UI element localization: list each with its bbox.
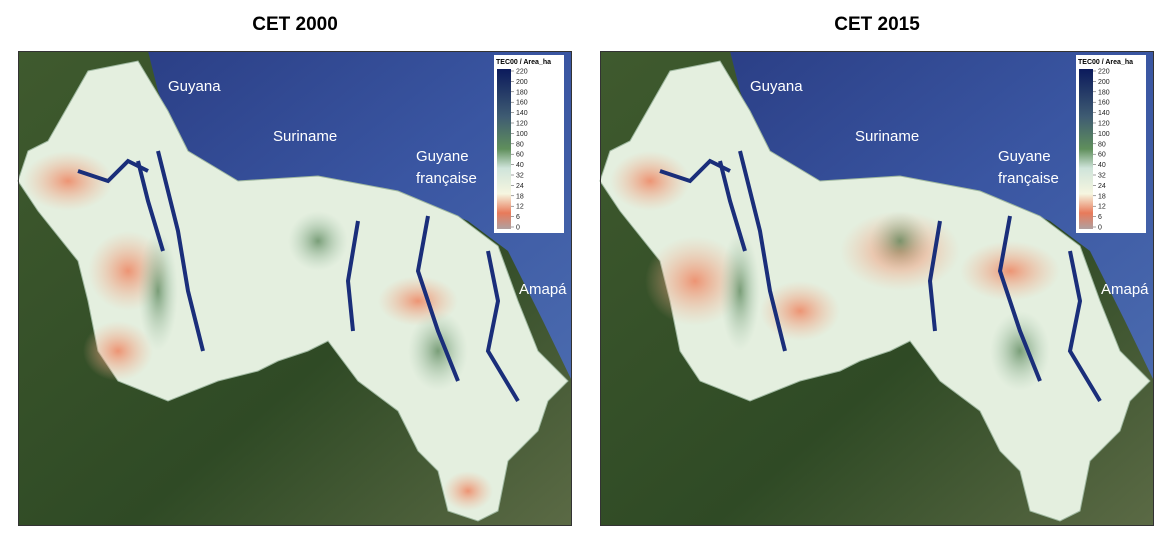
river	[415, 215, 460, 382]
region-label: Guyana	[168, 78, 221, 95]
legend-tick-label: 120	[516, 121, 528, 128]
legend-tick-label: 60	[516, 152, 524, 159]
legend: TEC00 / Area_ha2202001801601401201008060…	[1076, 55, 1146, 233]
hotspot	[760, 281, 840, 341]
legend-tick-label: 60	[1098, 152, 1106, 159]
region-label: Guyana	[750, 78, 803, 95]
river	[485, 250, 520, 403]
region-label: Suriname	[273, 128, 337, 145]
legend-tick-label: 100	[1098, 131, 1110, 138]
legend-tick-label: 0	[516, 225, 520, 232]
panel-title: CET 2000	[252, 14, 338, 35]
region-map	[599, 60, 1151, 522]
legend-tick-label: 180	[516, 89, 528, 96]
legend-tick-label: 6	[1098, 214, 1102, 221]
green-zone	[288, 211, 348, 271]
legend-tick-label: 80	[516, 141, 524, 148]
legend-tick-label: 18	[516, 193, 524, 200]
color-bar	[1079, 69, 1093, 229]
legend-tick-label: 220	[1098, 69, 1110, 76]
hotspot	[83, 321, 153, 381]
region-label: française	[416, 170, 477, 187]
legend-tick-label: 18	[1098, 193, 1106, 200]
legend-tick-label: 12	[516, 204, 524, 211]
legend-tick-label: 160	[1098, 100, 1110, 107]
river	[659, 158, 731, 184]
legend-tick-label: 80	[1098, 141, 1106, 148]
legend-title: TEC00 / Area_ha	[496, 59, 551, 66]
river	[1067, 250, 1102, 403]
legend-tick-label: 24	[516, 183, 524, 190]
panel-title: CET 2015	[834, 14, 920, 35]
hotspot	[443, 471, 493, 511]
region-label: Suriname	[855, 128, 919, 145]
legend-tick-label: 140	[1098, 110, 1110, 117]
legend-tick-label: 140	[516, 110, 528, 117]
panel-border	[600, 51, 1154, 526]
legend-tick-label: 6	[516, 214, 520, 221]
legend-tick-label: 120	[1098, 121, 1110, 128]
legend-tick-label: 32	[516, 173, 524, 180]
legend-tick-label: 220	[516, 69, 528, 76]
legend-tick-label: 12	[1098, 204, 1106, 211]
river	[345, 220, 360, 332]
legend-tick-label: 32	[1098, 173, 1106, 180]
panel-border	[18, 51, 572, 526]
region-label: française	[998, 170, 1059, 187]
river	[927, 220, 942, 332]
legend: TEC00 / Area_ha2202001801601401201008060…	[494, 55, 564, 233]
legend-tick-label: 40	[1098, 162, 1106, 169]
legend-tick-label: 100	[516, 131, 528, 138]
region-label: Amapá	[1101, 281, 1149, 298]
river	[738, 150, 787, 352]
legend-tick-label: 200	[516, 79, 528, 86]
green-zone	[720, 231, 760, 351]
hotspot	[960, 241, 1060, 301]
hotspot	[610, 151, 690, 211]
ocean	[148, 51, 572, 381]
ocean	[730, 51, 1154, 381]
region-label: Amapá	[519, 281, 567, 298]
river	[136, 160, 165, 252]
color-bar	[497, 69, 511, 229]
legend-tick-label: 200	[1098, 79, 1110, 86]
map-panel: Guyana Suriname Guyane française Amapá TEC00 …	[599, 51, 1154, 526]
legend-tick-label: 160	[516, 100, 528, 107]
river	[718, 160, 747, 252]
region-label: Guyane	[998, 148, 1051, 165]
river	[997, 215, 1042, 382]
region-label: Guyane	[416, 148, 469, 165]
green-zone	[870, 211, 930, 271]
legend-tick-label: 24	[1098, 183, 1106, 190]
river	[77, 158, 149, 184]
legend-tick-label: 0	[1098, 225, 1102, 232]
legend-title: TEC00 / Area_ha	[1078, 59, 1133, 66]
hotspot	[645, 236, 745, 326]
legend-tick-label: 180	[1098, 89, 1110, 96]
river	[156, 150, 205, 352]
hotspot	[23, 151, 113, 211]
map-panel: Guyana Suriname Guyane française Amapá TEC00 …	[17, 51, 572, 526]
green-zone	[138, 231, 178, 351]
legend-tick-label: 40	[516, 162, 524, 169]
